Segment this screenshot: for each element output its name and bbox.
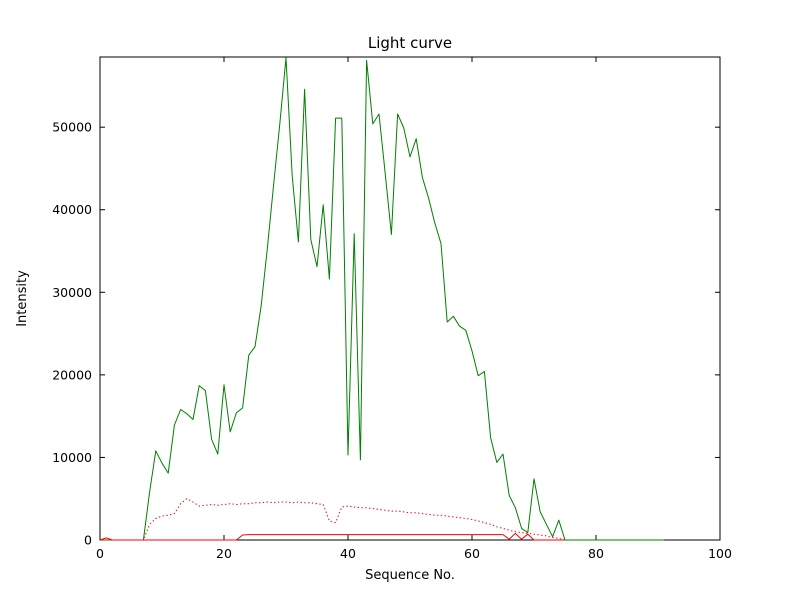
x-axis-label: Sequence No.	[365, 568, 455, 583]
x-tick-label: 100	[708, 546, 732, 561]
y-tick-label: 30000	[52, 285, 92, 300]
series-red-solid-baseline	[99, 532, 565, 541]
y-tick-label: 40000	[52, 202, 92, 217]
x-tick-label: 20	[216, 546, 232, 561]
x-tick-label: 0	[96, 546, 104, 561]
x-tick-label: 40	[340, 546, 356, 561]
series-green-solid-light-curve	[100, 57, 665, 541]
plot-frame	[99, 56, 721, 541]
x-tick-label: 80	[588, 546, 604, 561]
y-tick-label: 10000	[52, 450, 92, 465]
plot-area: 0 20 40 60 80 100 0 10000 20000 30000 40000 50000	[52, 56, 732, 561]
series-red-dotted-curve	[100, 498, 566, 541]
y-tick-label: 0	[84, 533, 92, 548]
chart-title: Light curve	[368, 34, 452, 52]
y-tick-label: 50000	[52, 120, 92, 135]
x-tick-label: 60	[464, 546, 480, 561]
y-tick-label: 20000	[52, 367, 92, 382]
y-axis-label: Intensity	[15, 270, 30, 327]
